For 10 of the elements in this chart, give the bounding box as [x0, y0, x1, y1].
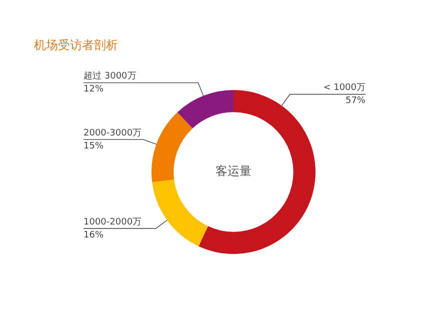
slice-label: < 1000万	[323, 83, 366, 94]
data-label: 16%	[84, 230, 104, 240]
data-label: 57%	[345, 96, 366, 106]
chart-title: 机场受访者剖析	[34, 37, 118, 54]
data-label: 12%	[84, 84, 104, 95]
data-label: 15%	[84, 141, 104, 152]
slice-label: 1000-2000万	[84, 217, 142, 228]
text: 客运量	[216, 164, 252, 178]
slice-label: 2000-3000万	[84, 128, 142, 138]
slice-label: 超过 3000万	[84, 70, 136, 82]
